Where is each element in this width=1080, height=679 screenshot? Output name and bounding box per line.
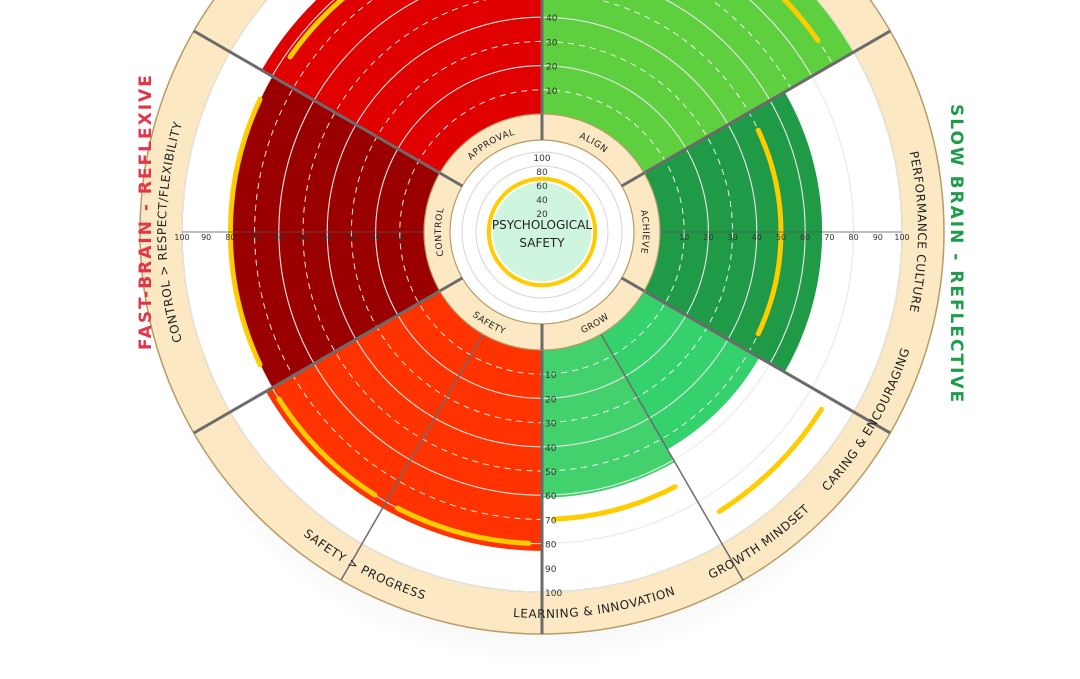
benchmark-3 [716,406,824,514]
center-title-line2: SAFETY [519,236,565,250]
inner-divider [439,171,464,188]
side-label-right: SLOW BRAIN - REFLECTIVE [946,104,966,405]
tick-label: 40 [545,444,557,454]
tick-label: 30 [545,420,557,430]
bar-layer [230,0,854,551]
benchmark-0 [287,0,346,60]
tick-label: 100 [545,589,562,599]
tick-label: 20 [703,233,713,242]
tick-label: 10 [395,233,405,242]
center-grid-ring [461,151,623,313]
axis-layer: 10 10 10 10 20 20 20 20 30 30 30 30 40 40 40 40 50 50 50 60… [174,0,910,634]
benchmark-4 [551,484,678,522]
tick-label: 20 [371,233,381,242]
inner-divider [620,171,645,188]
bar-0 [261,0,542,173]
inner-divider [620,276,645,293]
tick-label: 60 [274,233,284,242]
sub-divider [600,333,744,581]
bar-3 [601,291,760,450]
bar-5 [382,334,542,551]
tick-label: 90 [545,565,557,575]
tick-label: 50 [298,233,308,242]
tick-label: 10 [545,371,557,381]
segment-divider [643,289,891,435]
tick-label: 50 [776,233,786,242]
sub-divider [340,333,484,581]
tick-label: 10 [546,87,558,97]
tick-label: 90 [201,233,211,242]
benchmark-1 [781,0,821,43]
tick-label: 70 [250,233,260,242]
tick-label: 80 [849,233,859,242]
tick-label: 60 [545,492,557,502]
tick-label: 100 [894,233,909,242]
tick-label: 60 [800,233,810,242]
tick-label: 20 [546,63,558,73]
center-tick-label: 100 [533,154,550,164]
tick-label: 20 [545,395,557,405]
center-tick-label: 60 [536,182,548,192]
center-grid-ring [475,165,609,299]
center-tick-label: 40 [536,196,548,206]
bar-4 [542,334,675,498]
inner-label-2: ACHIEVE [638,209,650,255]
tick-label: 40 [752,233,762,242]
tick-label: 70 [545,516,557,526]
tick-label: 10 [679,233,689,242]
segment-divider [193,289,441,435]
tick-label: 30 [546,38,558,48]
center-title-line1: PSYCHOLOGICAL [492,218,593,232]
side-label-left: FAST-BRAIN - REFLEXIVE [136,73,156,350]
inner-label-2-text: ACHIEVE [638,209,650,255]
benchmark-5 [395,505,532,546]
center-tick-label: 80 [536,168,548,178]
tick-label: 100 [174,233,189,242]
segment-divider [643,29,891,175]
tick-label: 40 [322,233,332,242]
tick-label: 90 [873,233,883,242]
benchmark-6 [276,396,378,498]
tick-label: 80 [545,541,557,551]
tick-label: 70 [824,233,834,242]
tick-label: 30 [728,233,738,242]
inner-label-5: CONTROL [434,207,447,258]
tick-label: 50 [545,468,557,478]
tick-label: 30 [346,233,356,242]
bar-1 [542,0,854,173]
tick-label: 40 [546,14,558,24]
inner-label-5-text: CONTROL [434,207,446,258]
center-tick-label: 20 [536,210,548,220]
segment-divider [193,29,441,175]
inner-divider [439,276,464,293]
tick-label: 80 [225,233,235,242]
center-score-ring [486,176,598,288]
center-score-fill [492,182,592,282]
